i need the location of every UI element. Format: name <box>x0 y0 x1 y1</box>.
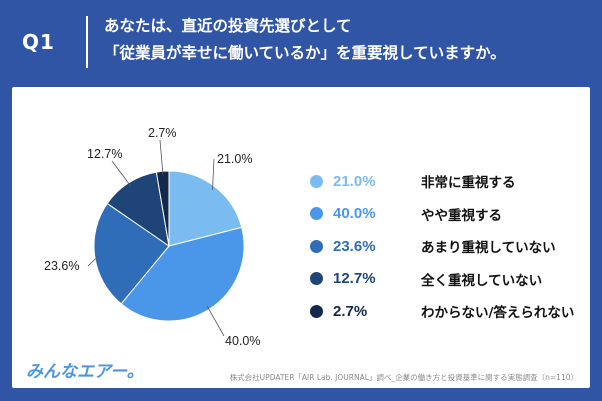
legend-percent: 12.7% <box>333 270 376 288</box>
legend-label: やや重視する <box>421 207 502 224</box>
source-note: 株式会社UPDATER「AIR Lab. JOURNAL」調べ_企業の働き方と投… <box>229 373 578 382</box>
legend-item: 40.0% やや重視する <box>310 198 582 231</box>
callout-line <box>212 158 215 190</box>
legend-swatch <box>310 207 323 221</box>
legend-item: 23.6% あまり重視していない <box>310 230 582 263</box>
legend-item: 2.7% わからない/答えられない <box>310 295 582 328</box>
legend-percent: 21.0% <box>333 172 376 190</box>
callout-line <box>206 305 225 337</box>
pie-chart: 21.0% 40.0% 23.6% 12.7% 2.7% <box>44 126 260 348</box>
slice-value-label: 21.0% <box>217 152 252 166</box>
legend-item: 21.0% 非常に重視する <box>310 165 582 198</box>
slice-value-label: 2.7% <box>148 126 177 140</box>
brand-logo: みんなエアー。 <box>26 362 144 382</box>
legend-label: 全く重視していない <box>421 272 543 289</box>
legend-swatch <box>310 304 323 318</box>
question-line-2: 「従業員が幸せに働いているか」を重要視していますか。 <box>104 44 506 62</box>
legend-label: 非常に重視する <box>421 175 516 192</box>
legend-swatch <box>310 239 323 253</box>
slice-value-label: 23.6% <box>44 259 79 273</box>
slice-value-label: 12.7% <box>87 147 122 161</box>
legend-swatch <box>310 174 323 188</box>
legend-percent: 23.6% <box>333 237 376 255</box>
callout-line <box>159 139 164 176</box>
legend-percent: 40.0% <box>333 205 376 223</box>
question-header: Q1 あなたは、直近の投資先選びとして 「従業員が幸せに働いているか」を重要視し… <box>0 0 602 84</box>
legend-label: わからない/答えられない <box>421 305 575 322</box>
pie-slice <box>168 170 243 247</box>
slice-value-label: 40.0% <box>225 334 260 348</box>
pie-slice <box>93 202 170 305</box>
legend-percent: 2.7% <box>333 302 368 320</box>
legend-item: 12.7% 全く重視していない <box>310 263 582 296</box>
question-text: あなたは、直近の投資先選びとして 「従業員が幸せに働いているか」を重要視していま… <box>104 13 506 67</box>
chart-panel: 21.0% 40.0% 23.6% 12.7% 2.7% 21.0% 非常に重視する 40.… <box>12 87 590 388</box>
legend-label: あまり重視していない <box>421 240 556 257</box>
header-divider <box>86 16 88 68</box>
question-number: Q1 <box>22 30 55 54</box>
question-line-1: あなたは、直近の投資先選びとして <box>104 17 352 35</box>
callout-line <box>111 160 132 187</box>
callout-line <box>87 255 99 267</box>
chart-legend: 21.0% 非常に重視する 40.0% やや重視する 23.6% あまり重視していない 12… <box>310 165 582 328</box>
legend-swatch <box>310 272 323 286</box>
